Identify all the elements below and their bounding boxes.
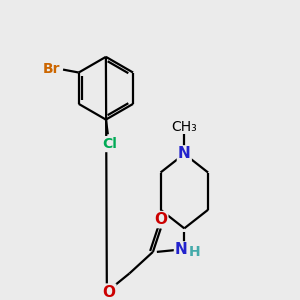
Text: O: O [102,285,115,300]
Text: H: H [188,245,200,259]
Text: N: N [175,242,188,257]
Text: O: O [154,212,167,227]
Text: N: N [178,146,191,161]
Text: Br: Br [43,61,60,76]
Text: CH₃: CH₃ [171,120,197,134]
Text: Cl: Cl [102,137,117,151]
